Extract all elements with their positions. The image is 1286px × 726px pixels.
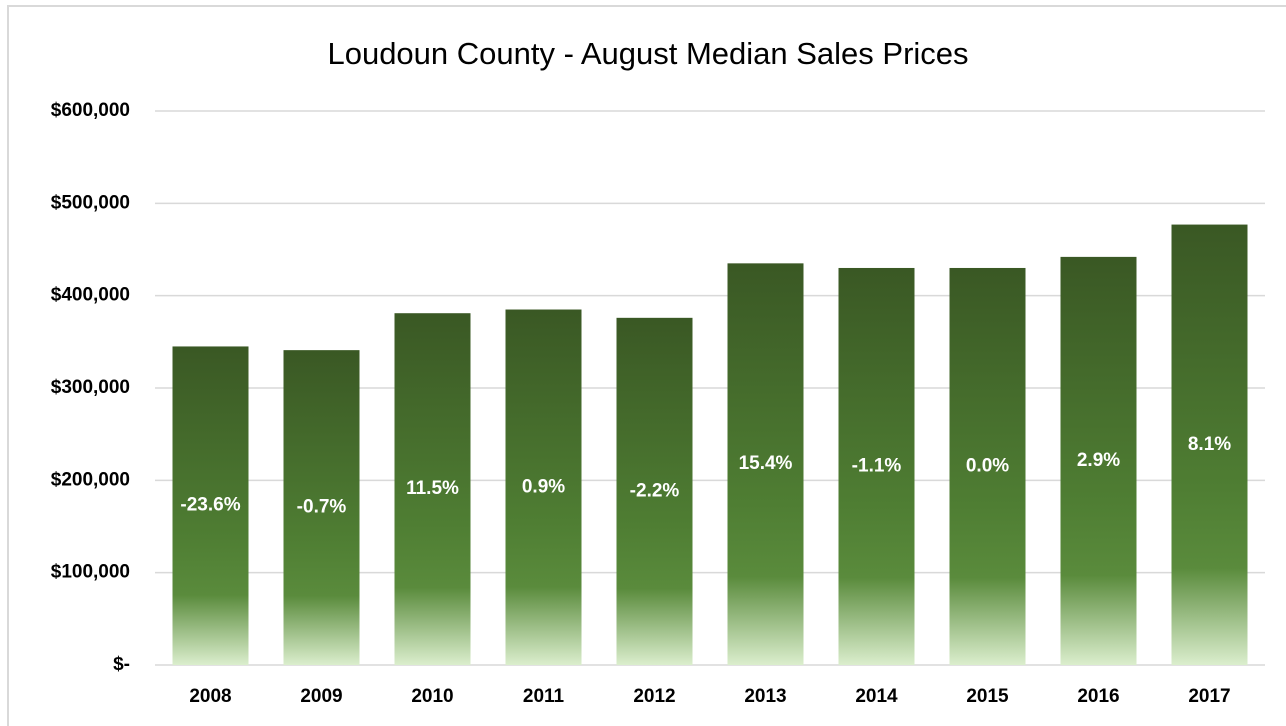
y-tick-label: $200,000 bbox=[51, 469, 130, 490]
y-tick-label: $600,000 bbox=[51, 100, 130, 121]
bar bbox=[727, 263, 804, 665]
y-tick-label: $100,000 bbox=[51, 562, 130, 583]
x-tick-label: 2015 bbox=[966, 686, 1009, 707]
chart-title: Loudoun County - August Median Sales Pri… bbox=[327, 36, 968, 71]
x-tick-label: 2010 bbox=[411, 686, 453, 707]
x-tick-label: 2009 bbox=[300, 686, 342, 707]
x-tick-label: 2008 bbox=[189, 686, 231, 707]
y-tick-label: $500,000 bbox=[51, 192, 130, 213]
y-tick-label: $- bbox=[113, 654, 130, 675]
annotation: 11.5% bbox=[406, 478, 459, 499]
bar bbox=[616, 317, 693, 665]
bar bbox=[172, 346, 249, 665]
x-tick-label: 2014 bbox=[855, 686, 898, 707]
annotation: 8.1% bbox=[1188, 434, 1231, 455]
bar bbox=[283, 350, 360, 665]
annotation: 0.0% bbox=[966, 455, 1009, 476]
annotation: -23.6% bbox=[180, 495, 240, 516]
bar bbox=[838, 267, 915, 665]
bar bbox=[505, 309, 582, 665]
annotation: 15.4% bbox=[739, 453, 793, 474]
annotation: -1.1% bbox=[852, 455, 902, 476]
bar bbox=[949, 267, 1026, 665]
bar bbox=[1060, 256, 1137, 665]
y-tick-label: $300,000 bbox=[51, 377, 130, 398]
x-tick-label: 2012 bbox=[633, 686, 675, 707]
y-tick-label: $400,000 bbox=[51, 285, 130, 306]
annotation: -0.7% bbox=[297, 497, 347, 518]
x-tick-label: 2013 bbox=[744, 686, 786, 707]
annotation: -2.2% bbox=[630, 480, 680, 501]
bar bbox=[394, 313, 471, 665]
x-tick-label: 2017 bbox=[1188, 686, 1230, 707]
annotation: 0.9% bbox=[522, 476, 565, 497]
bar bbox=[1171, 224, 1248, 665]
x-tick-label: 2016 bbox=[1077, 686, 1119, 707]
x-tick-label: 2011 bbox=[523, 686, 565, 707]
annotation: 2.9% bbox=[1077, 450, 1120, 471]
